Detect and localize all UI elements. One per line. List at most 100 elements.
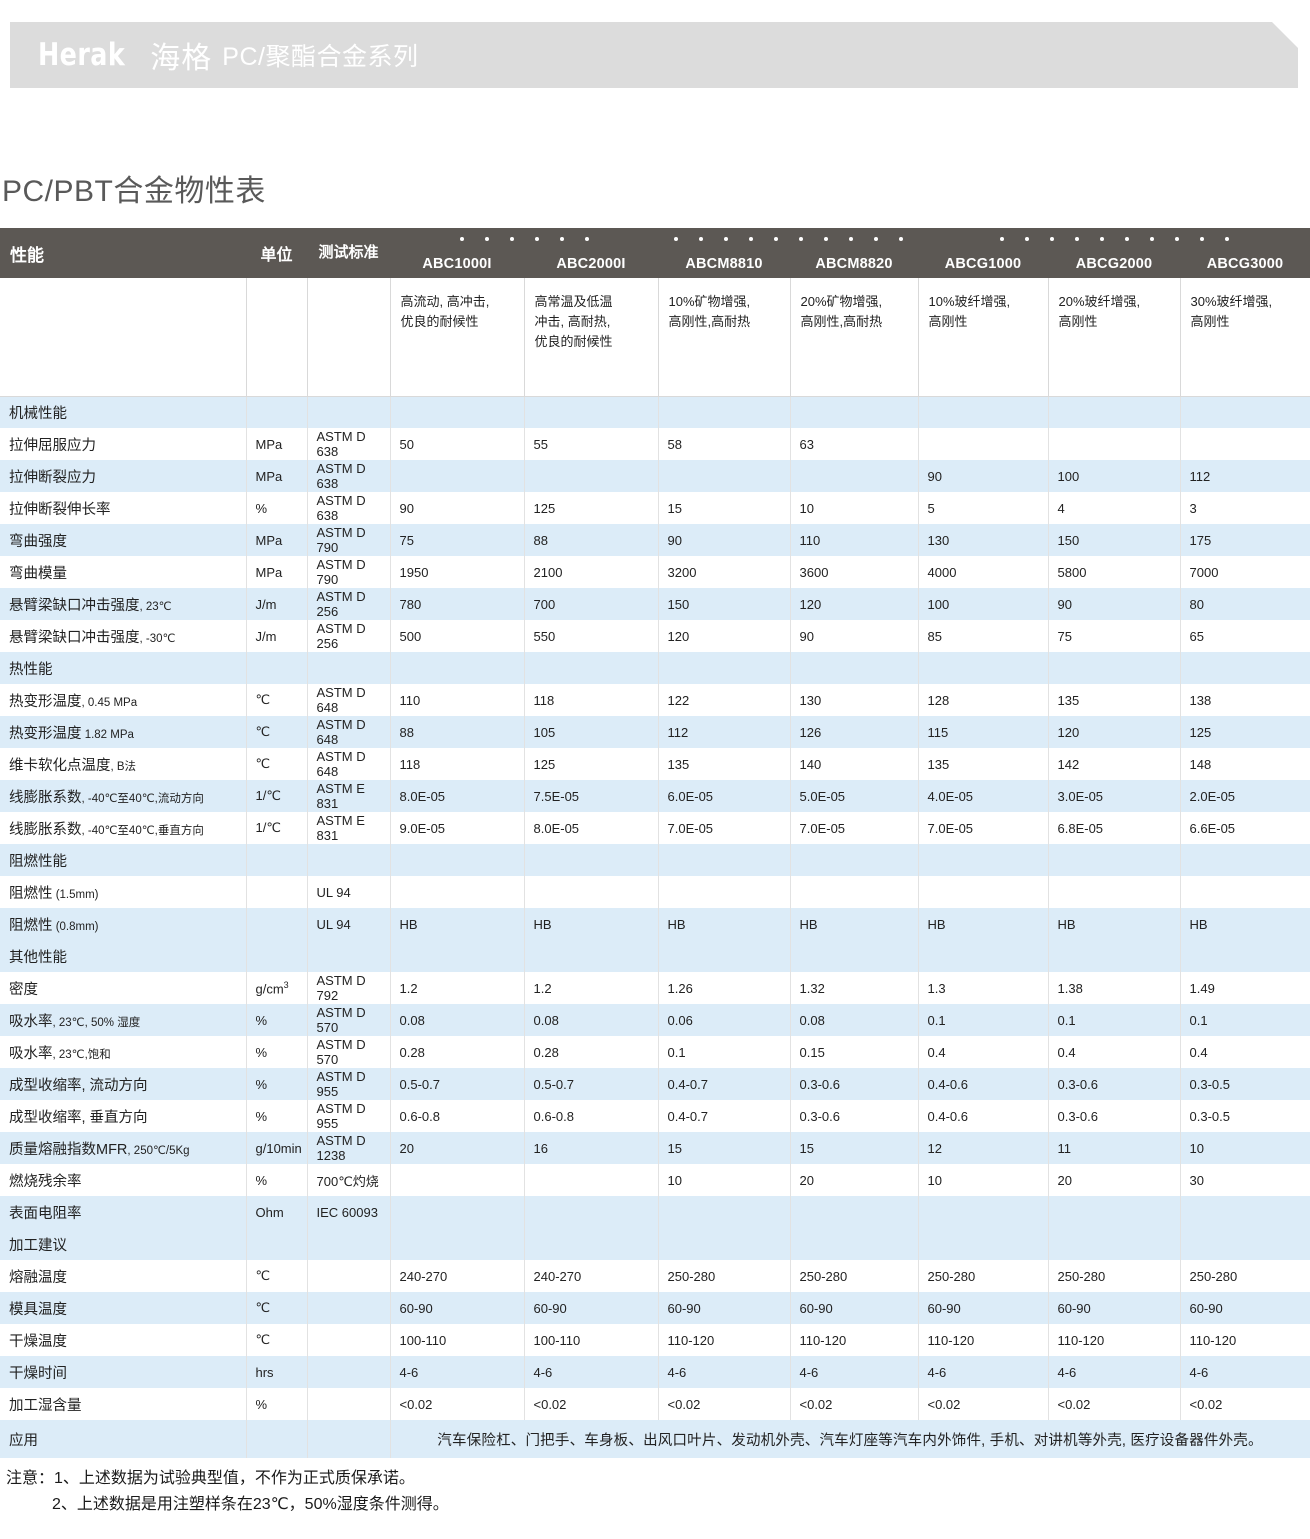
- property-name: 弯曲强度: [0, 524, 247, 556]
- value-cell-abcg2000: 0.3-0.6: [1048, 1068, 1181, 1100]
- section-filler-cell: [658, 652, 791, 684]
- value-cell-abcg1000: [918, 876, 1049, 908]
- group-dots-3: [918, 237, 1310, 241]
- value-cell-abcg2000: 0.1: [1048, 1004, 1181, 1036]
- value-cell-abcg2000: 0.3-0.6: [1048, 1100, 1181, 1132]
- header-group-3: [918, 228, 1310, 250]
- property-unit: ℃: [246, 748, 308, 780]
- section-filler-cell: [1048, 396, 1181, 428]
- value-cell-abcg2000: 60-90: [1048, 1292, 1181, 1324]
- value-cell-abcg2000: 110-120: [1048, 1324, 1181, 1356]
- value-cell-abcm8820: 4-6: [790, 1356, 919, 1388]
- value-cell-abc1000i: 9.0E-05: [390, 812, 525, 844]
- table-row: 干燥时间 hrs 4-6 4-6 4-6 4-6 4-6 4-6 4-6: [0, 1356, 1310, 1388]
- value-cell-abcg3000: 0.4: [1180, 1036, 1310, 1068]
- value-cell-abcm8820: 0.08: [790, 1004, 919, 1036]
- value-cell-abcm8810: 60-90: [658, 1292, 791, 1324]
- value-cell-abcm8820: 250-280: [790, 1260, 919, 1292]
- value-cell-abc2000i: 7.5E-05: [524, 780, 659, 812]
- header-dot: [484, 237, 489, 241]
- unit-exponent: 3: [283, 979, 289, 990]
- table-row: 弯曲强度 MPa ASTM D 790 75 88 90 110 130 150 175: [0, 524, 1310, 556]
- test-standard: ASTM D 638: [307, 428, 391, 460]
- test-standard: ASTM E 831: [307, 780, 391, 812]
- value-cell-abc1000i: 110: [390, 684, 525, 716]
- value-cell-abc2000i: 105: [524, 716, 659, 748]
- property-unit: ℃: [246, 684, 308, 716]
- value-cell-abcg2000: 0.4: [1048, 1036, 1181, 1068]
- value-cell-abc2000i: 700: [524, 588, 659, 620]
- property-name: 热变形温度, 0.45 MPa: [0, 684, 247, 716]
- value-cell-abcg2000: 6.8E-05: [1048, 812, 1181, 844]
- value-cell-abcm8810: 150: [658, 588, 791, 620]
- value-cell-abcm8810: 15: [658, 492, 791, 524]
- value-cell-abcg1000: 0.4-0.6: [918, 1068, 1049, 1100]
- property-name: 热变形温度 1.82 MPa: [0, 716, 247, 748]
- section-filler-cell: [524, 1228, 659, 1260]
- section-filler-cell: [524, 940, 659, 972]
- value-cell-abc1000i: 90: [390, 492, 525, 524]
- test-standard: [307, 1292, 391, 1324]
- section-filler-cell: [307, 652, 391, 684]
- property-unit: J/m: [246, 620, 308, 652]
- value-cell-abcg1000: 128: [918, 684, 1049, 716]
- section-filler-cell: [1180, 844, 1310, 876]
- test-standard: ASTM D 790: [307, 556, 391, 588]
- value-cell-abc2000i: 2100: [524, 556, 659, 588]
- value-cell-abc2000i: 125: [524, 748, 659, 780]
- value-cell-abcg3000: [1180, 876, 1310, 908]
- section-filler-cell: [390, 1228, 525, 1260]
- value-cell-abcg2000: 4: [1048, 492, 1181, 524]
- section-filler-cell: [658, 940, 791, 972]
- value-cell-abc2000i: HB: [524, 908, 659, 940]
- value-cell-abcg3000: 10: [1180, 1132, 1310, 1164]
- test-standard: ASTM D 792: [307, 972, 391, 1004]
- grade-description-abcg2000: 20%玻纤增强, 高刚性: [1048, 278, 1181, 397]
- value-cell-abcm8810: 0.1: [658, 1036, 791, 1068]
- value-cell-abcg3000: 148: [1180, 748, 1310, 780]
- value-cell-abcg3000: 65: [1180, 620, 1310, 652]
- header-dot: [509, 237, 514, 241]
- property-unit: %: [246, 1164, 308, 1196]
- property-unit: %: [246, 492, 308, 524]
- table-row: 悬臂梁缺口冲击强度, 23℃ J/m ASTM D 256 780 700 150 120 1…: [0, 588, 1310, 620]
- property-unit: ℃: [246, 1292, 308, 1324]
- value-cell-abcm8820: 0.15: [790, 1036, 919, 1068]
- value-cell-abcg2000: 135: [1048, 684, 1181, 716]
- property-unit: %: [246, 1068, 308, 1100]
- value-cell-abcg2000: 142: [1048, 748, 1181, 780]
- value-cell-abc1000i: 100-110: [390, 1324, 525, 1356]
- value-cell-abc2000i: 4-6: [524, 1356, 659, 1388]
- grade-description-abcg3000: 30%玻纤增强, 高刚性: [1180, 278, 1310, 397]
- table-row: 阻燃性 (0.8mm) UL 94 HB HB HB HB HB HB HB: [0, 908, 1310, 940]
- header-dot: [1099, 237, 1104, 241]
- test-standard: ASTM D 638: [307, 492, 391, 524]
- section-filler-cell: [658, 844, 791, 876]
- value-cell-abcg2000: [1048, 428, 1181, 460]
- section-filler-cell: [1048, 844, 1181, 876]
- brand-name-cn: 海格: [150, 42, 213, 75]
- value-cell-abcg2000: 90: [1048, 588, 1181, 620]
- property-unit: MPa: [246, 460, 308, 492]
- value-cell-abcg3000: 2.0E-05: [1180, 780, 1310, 812]
- header-dot: [999, 237, 1004, 241]
- table-row: 燃烧残余率% 700℃灼烧 10 20 10 20 30: [0, 1164, 1310, 1196]
- application-label: 应用: [0, 1420, 247, 1458]
- grade-header-abcg1000: ABCG1000: [918, 250, 1048, 278]
- value-cell-abcg3000: 250-280: [1180, 1260, 1310, 1292]
- value-cell-abcm8810: [658, 876, 791, 908]
- property-name: 密度: [0, 972, 247, 1004]
- value-cell-abcg2000: 20: [1048, 1164, 1181, 1196]
- value-cell-abcg3000: 1.49: [1180, 972, 1310, 1004]
- value-cell-abcm8810: 120: [658, 620, 791, 652]
- section-filler-cell: [918, 844, 1049, 876]
- section-filler-cell: [1048, 652, 1181, 684]
- value-cell-abc2000i: 118: [524, 684, 659, 716]
- value-cell-abcg2000: <0.02: [1048, 1388, 1181, 1420]
- property-unit: J/m: [246, 588, 308, 620]
- section-row: 阻燃性能: [0, 844, 1310, 876]
- application-standard-cell: [307, 1420, 391, 1458]
- application-text: 汽车保险杠、门把手、车身板、出风口叶片、发动机外壳、汽车灯座等汽车内外饰件, 手…: [390, 1420, 1310, 1458]
- brand-banner-content: Herak 海格 PC/聚酯合金系列: [38, 22, 418, 88]
